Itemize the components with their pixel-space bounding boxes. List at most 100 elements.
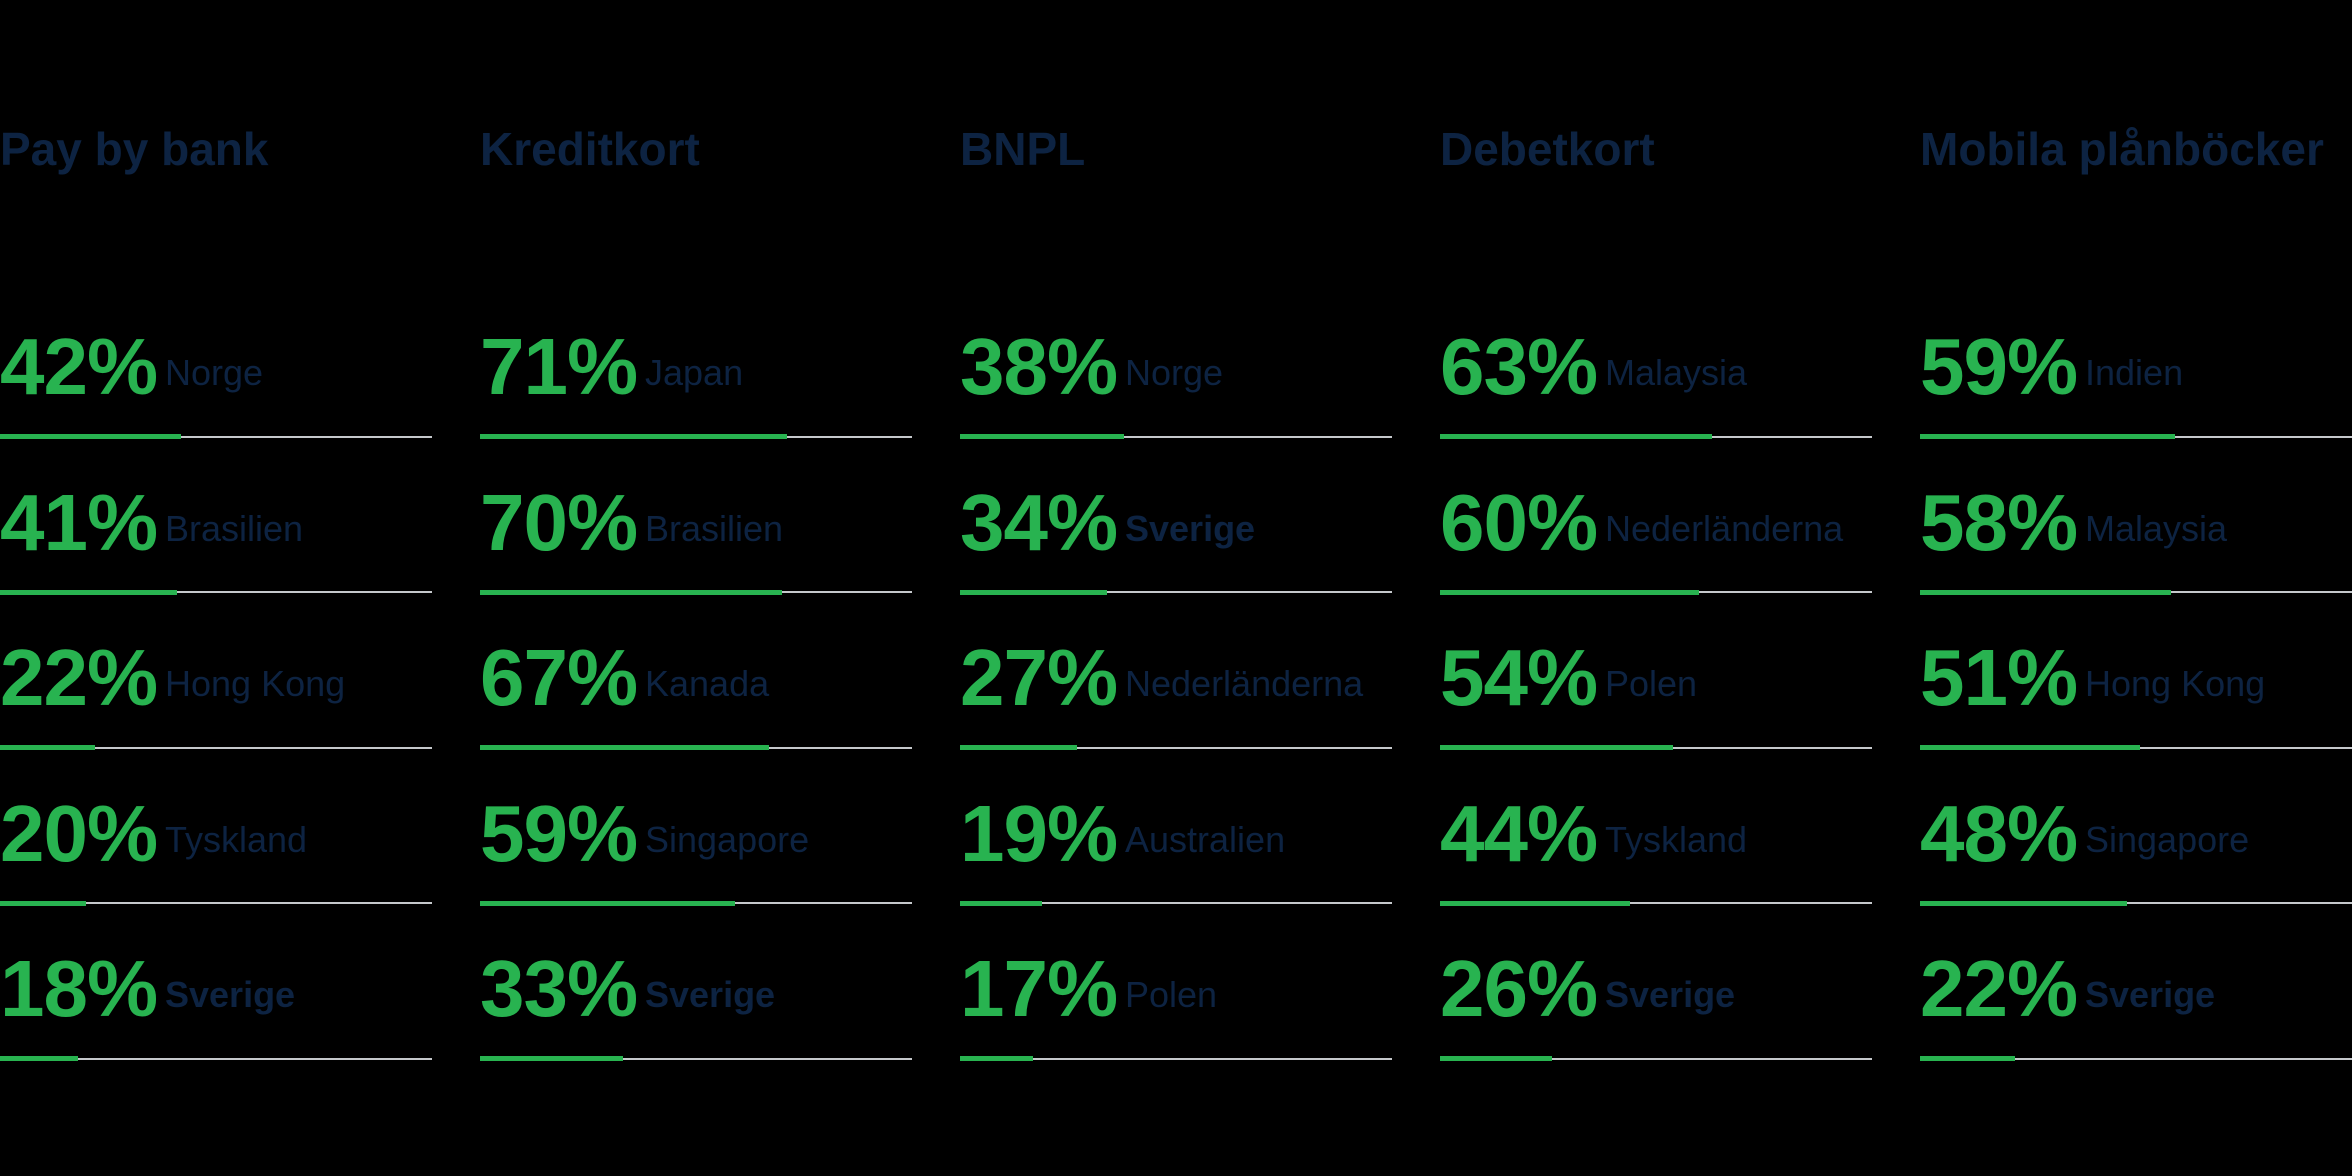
progress-bar <box>1440 1056 1872 1061</box>
progress-bar-fill <box>1920 1056 2016 1061</box>
country-label: Tyskland <box>165 818 308 860</box>
country-label: Sverige <box>1125 507 1256 549</box>
progress-bar-fill <box>0 900 87 906</box>
stat-row: 17% Polen <box>960 949 1392 1111</box>
stat-value: 26% <box>1440 944 1598 1033</box>
payment-method-column: Kreditkort 71% Japan 70% Brasilien 67% <box>480 121 912 1111</box>
stat-row: 70% Brasilien <box>480 482 912 645</box>
progress-bar-track <box>480 1057 912 1060</box>
country-label: Polen <box>1125 974 1218 1015</box>
stat-row: 38% Norge <box>960 327 1392 489</box>
progress-bar <box>0 1056 432 1061</box>
progress-bar-fill <box>960 589 1107 595</box>
stat-row: 54% Polen <box>1440 638 1872 800</box>
column-title: Kreditkort <box>480 123 700 175</box>
payment-methods-chart: Pay by bank 42% Norge 41% Brasilien 22% <box>0 121 2352 1111</box>
country-label: Kanada <box>645 663 770 704</box>
progress-bar-track <box>0 435 432 438</box>
stat-row: 22% Sverige <box>1920 949 2352 1111</box>
stat-value: 67% <box>480 633 638 722</box>
progress-bar <box>480 745 912 750</box>
country-label: Tyskland <box>1605 818 1748 860</box>
stat-row: 20% Tyskland <box>0 793 432 956</box>
progress-bar-fill <box>1440 745 1674 750</box>
country-label: Hong Kong <box>165 663 346 704</box>
progress-bar <box>1920 434 2352 439</box>
column-rows: 63% Malaysia 60% Nederländerna 54% Polen <box>1440 327 1872 1111</box>
progress-bar-fill <box>1920 900 2128 906</box>
stat-value: 59% <box>480 788 638 878</box>
country-label: Polen <box>1605 663 1698 704</box>
country-label: Nederländerna <box>1605 507 1844 549</box>
progress-bar-fill <box>1920 434 2175 439</box>
column-title: Mobila plånböcker <box>1920 123 2324 175</box>
progress-bar-track <box>960 591 1392 593</box>
progress-bar <box>1440 434 1872 439</box>
progress-bar-fill <box>0 434 182 439</box>
column-title: Pay by bank <box>0 123 269 175</box>
progress-bar-fill <box>480 1056 623 1061</box>
stat-value: 17% <box>960 944 1118 1033</box>
stat-value: 42% <box>0 322 158 411</box>
stat-value: 44% <box>1440 788 1598 878</box>
column-rows: 71% Japan 70% Brasilien 67% Kanada <box>480 327 912 1111</box>
stat-row: 51% Hong Kong <box>1920 638 2352 800</box>
progress-bar-fill <box>0 589 178 595</box>
country-label: Sverige <box>1605 974 1736 1015</box>
stat-value: 59% <box>1920 322 2078 411</box>
progress-bar <box>1920 589 2352 595</box>
stat-row: 63% Malaysia <box>1440 327 1872 489</box>
stat-value: 27% <box>960 633 1118 722</box>
stat-row: 58% Malaysia <box>1920 482 2352 645</box>
progress-bar <box>1440 745 1872 750</box>
progress-bar-track <box>0 591 432 593</box>
stat-value: 41% <box>0 477 158 567</box>
progress-bar-fill <box>1440 434 1713 439</box>
stat-row: 33% Sverige <box>480 949 912 1111</box>
stat-row: 34% Sverige <box>960 482 1392 645</box>
progress-bar <box>0 434 432 439</box>
progress-bar-track <box>960 902 1392 904</box>
progress-bar <box>1920 1056 2352 1061</box>
progress-bar-track <box>960 435 1392 438</box>
progress-bar-fill <box>480 589 783 595</box>
country-label: Brasilien <box>645 507 784 549</box>
stat-value: 22% <box>0 633 158 722</box>
progress-bar-track <box>960 746 1392 749</box>
country-label: Singapore <box>2085 818 2250 860</box>
progress-bar-track <box>0 902 432 904</box>
stat-row: 19% Australien <box>960 793 1392 956</box>
progress-bar <box>960 434 1392 439</box>
payment-method-column: Pay by bank 42% Norge 41% Brasilien 22% <box>0 121 432 1111</box>
stat-row: 59% Singapore <box>480 793 912 956</box>
progress-bar-track <box>1920 1057 2352 1060</box>
progress-bar <box>0 900 432 906</box>
stat-value: 54% <box>1440 633 1598 722</box>
progress-bar-track <box>1440 902 1872 904</box>
column-rows: 59% Indien 58% Malaysia 51% Hong Kong <box>1920 327 2352 1111</box>
country-label: Australien <box>1125 818 1286 860</box>
progress-bar-fill <box>960 900 1043 906</box>
stat-value: 48% <box>1920 788 2078 878</box>
payment-method-column: Mobila plånböcker 59% Indien 58% Malaysi… <box>1920 121 2352 1111</box>
progress-bar <box>0 745 432 750</box>
progress-bar <box>1440 589 1872 595</box>
stat-row: 67% Kanada <box>480 638 912 800</box>
stat-value: 33% <box>480 944 638 1033</box>
stat-value: 63% <box>1440 322 1598 411</box>
column-title: BNPL <box>960 123 1086 175</box>
progress-bar-track <box>0 1057 432 1060</box>
stat-value: 22% <box>1920 944 2078 1033</box>
progress-bar <box>480 589 912 595</box>
progress-bar-fill <box>960 745 1077 750</box>
column-title: Debetkort <box>1440 123 1655 175</box>
progress-bar-fill <box>0 745 96 750</box>
progress-bar <box>1920 745 2352 750</box>
stat-row: 26% Sverige <box>1440 949 1872 1111</box>
stat-row: 42% Norge <box>0 327 432 489</box>
progress-bar <box>480 1056 912 1061</box>
stat-row: 71% Japan <box>480 327 912 489</box>
progress-bar <box>960 745 1392 750</box>
progress-bar-fill <box>960 434 1125 439</box>
stat-row: 18% Sverige <box>0 949 432 1111</box>
